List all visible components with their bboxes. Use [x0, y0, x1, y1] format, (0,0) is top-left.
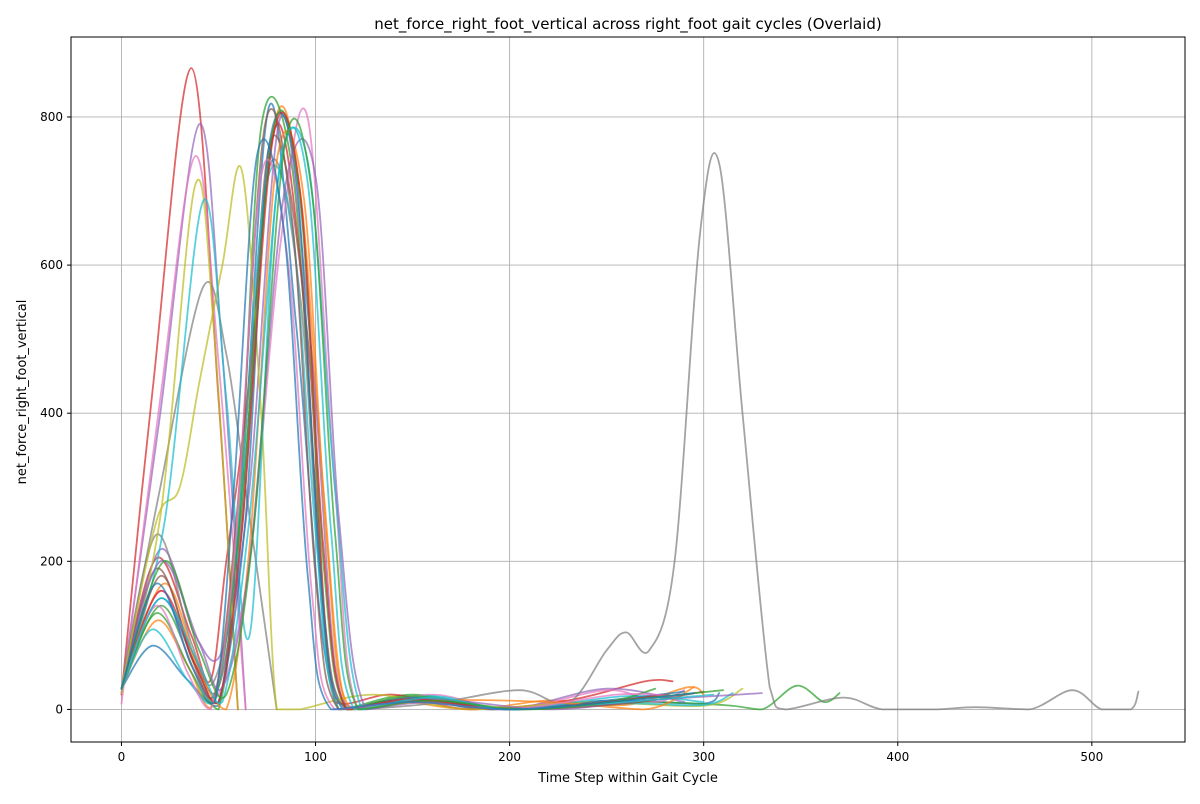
y-tick-label: 600 [40, 258, 63, 272]
x-tick-label: 0 [118, 750, 126, 764]
y-tick-label: 400 [40, 406, 63, 420]
x-tick-label: 100 [304, 750, 327, 764]
x-tick-label: 300 [692, 750, 715, 764]
series-line-6 [120, 123, 247, 711]
series-line-20 [120, 138, 763, 711]
chart-title: net_force_right_foot_vertical across rig… [374, 15, 881, 34]
series-line-18 [120, 129, 695, 711]
series-line-13 [120, 178, 239, 711]
y-axis-label: net_force_right_foot_vertical [15, 300, 30, 485]
series-line-24 [120, 126, 715, 711]
x-tick-label: 500 [1080, 750, 1103, 764]
y-tick-label: 0 [55, 702, 63, 716]
ticks: 0 100 200 300 400 500 0 200 400 600 800 [40, 110, 1103, 764]
plot-frame [70, 36, 1186, 743]
x-tick-label: 400 [886, 750, 909, 764]
series-line-9 [120, 155, 247, 711]
series-line-25 [120, 117, 724, 711]
series-line-14 [120, 165, 744, 711]
series-line-11 [120, 280, 278, 711]
y-tick-label: 200 [40, 554, 63, 568]
x-axis-label: Time Step within Gait Cycle [537, 771, 718, 786]
x-tick-label: 200 [498, 750, 521, 764]
series-line-26 [120, 138, 695, 711]
series-group [120, 67, 1140, 711]
series-line-22 [120, 111, 666, 711]
y-tick-label: 800 [40, 110, 63, 124]
